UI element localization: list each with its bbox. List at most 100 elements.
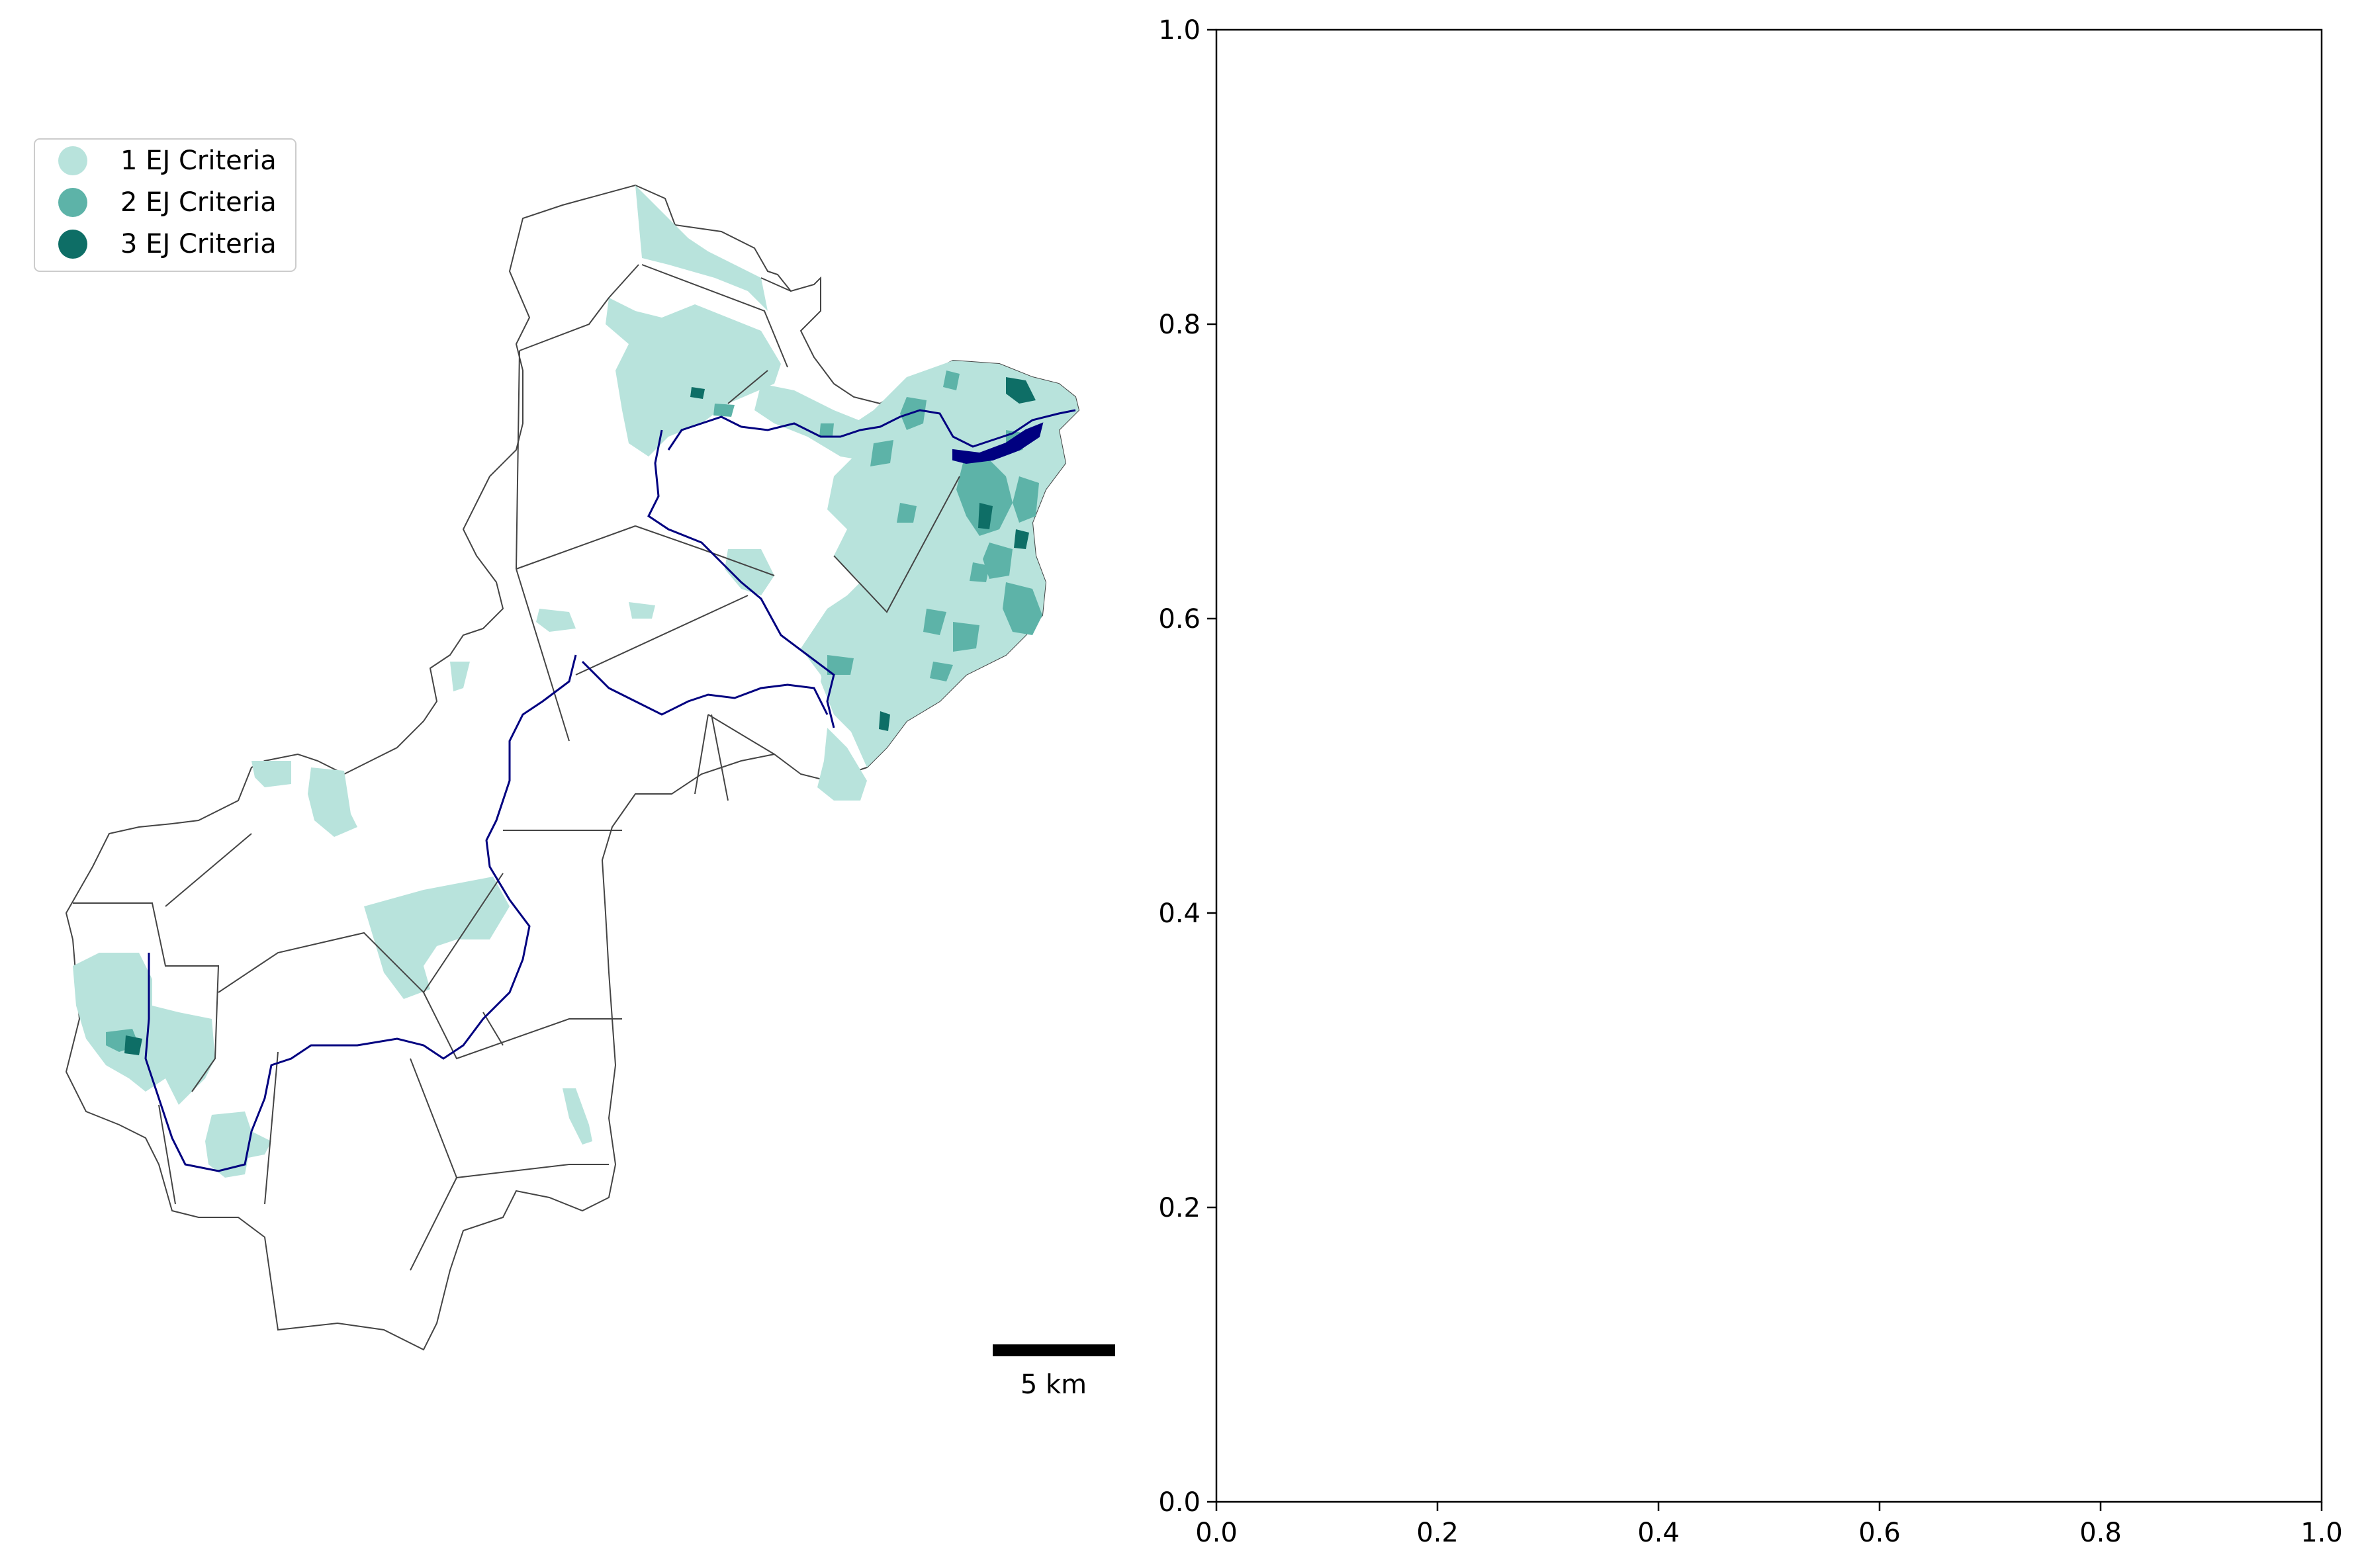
ej-area [897, 503, 917, 523]
boundary-line [760, 277, 792, 292]
legend-swatch-2 [58, 188, 87, 217]
axes-frame [1215, 28, 2323, 1503]
ej-level-1-areas [73, 185, 1079, 1178]
boundary-line [641, 264, 788, 368]
ej-area [629, 602, 655, 619]
legend-swatch-1 [58, 146, 87, 175]
legend-item-1: 1 EJ Criteria [58, 146, 277, 176]
x-tick-label: 1.0 [2300, 1518, 2343, 1548]
y-axis: 0.0 0.2 0.4 0.6 0.8 1.0 [1158, 15, 1216, 1518]
boundary-line [73, 902, 220, 1092]
ej-area [1006, 377, 1036, 404]
ej-area [308, 767, 357, 837]
boundary-line [519, 297, 610, 351]
x-tick-label: 0.6 [1858, 1518, 1901, 1548]
legend-swatch-3 [58, 230, 87, 259]
x-tick-label: 0.4 [1637, 1518, 1680, 1548]
ej-area [725, 549, 774, 595]
ej-area [124, 1035, 142, 1055]
boundary-line [727, 370, 768, 404]
map-panel: 1 EJ Criteria 2 EJ Criteria 3 EJ Criteri… [34, 138, 1115, 1400]
boundary-line [516, 525, 636, 570]
x-tick-label: 0.8 [2079, 1518, 2122, 1548]
rivers [144, 409, 1076, 1172]
river-main [667, 409, 1076, 451]
boundary-line [165, 833, 252, 907]
ej-area [1003, 582, 1042, 635]
ej-area [923, 609, 946, 635]
ej-area [943, 370, 960, 390]
ej-area [205, 1111, 271, 1178]
legend-item-3: 3 EJ Criteria [58, 229, 277, 259]
ej-area [870, 440, 893, 466]
ej-area [635, 185, 768, 311]
y-tick-label: 0.6 [1158, 604, 1201, 634]
ej-area [73, 953, 215, 1105]
ej-area [1013, 476, 1039, 523]
boundary-line [711, 714, 729, 801]
x-tick-label: 0.2 [1416, 1518, 1459, 1548]
legend-label-3: 3 EJ Criteria [120, 229, 277, 259]
legend-label-2: 2 EJ Criteria [120, 187, 277, 218]
ej-area [801, 361, 1079, 767]
boundary-line [516, 568, 570, 742]
ej-area [970, 562, 989, 582]
x-axis: 0.0 0.2 0.4 0.6 0.8 1.0 [1195, 1502, 2343, 1548]
ej-area [713, 404, 735, 417]
reservoir [952, 422, 1044, 464]
ej-area [817, 728, 867, 801]
y-tick-label: 0.2 [1158, 1193, 1201, 1223]
ej-area [563, 1088, 592, 1145]
legend-item-2: 2 EJ Criteria [58, 187, 277, 218]
river-branch [581, 660, 829, 716]
boundary-line [410, 1058, 609, 1179]
ej-level-3-areas [124, 377, 1036, 1055]
river-south [144, 654, 577, 1172]
ej-area [930, 662, 953, 681]
legend-label-1: 1 EJ Criteria [120, 146, 277, 176]
y-tick-label: 1.0 [1158, 15, 1201, 46]
ej-area [819, 423, 834, 437]
ej-area [956, 457, 1013, 536]
ej-area [827, 655, 854, 675]
river-branch [647, 429, 835, 728]
boundary-line [410, 1177, 457, 1271]
ej-area [450, 662, 470, 691]
scale-bar-label: 5 km [1021, 1370, 1087, 1400]
boundary-line [482, 1012, 504, 1046]
scale-bar-line [993, 1344, 1115, 1356]
boundary-line [694, 714, 709, 795]
study-area-outline [65, 184, 1080, 1351]
ej-area [606, 298, 781, 457]
boundary-line [635, 525, 775, 576]
scale-bar: 5 km [993, 1344, 1115, 1400]
boundary-line [158, 1104, 176, 1205]
ej-area [983, 543, 1013, 579]
map-legend: 1 EJ Criteria 2 EJ Criteria 3 EJ Criteri… [34, 138, 296, 272]
boundary-line [833, 476, 960, 613]
empty-axes: 0.0 0.2 0.4 0.6 0.8 1.0 0.0 0.2 0.4 0.6 0.8 1.0 [1158, 15, 2342, 1548]
boundary-line [516, 350, 520, 570]
ej-area [978, 503, 993, 529]
x-tick-label: 0.0 [1195, 1518, 1238, 1548]
boundary-line [608, 264, 639, 298]
boundary-line [707, 714, 775, 755]
ej-area [953, 622, 979, 652]
ej-area [879, 711, 890, 731]
boundary-line [264, 1051, 279, 1205]
ej-area [536, 609, 576, 632]
boundary-line [423, 992, 622, 1060]
ej-area [900, 397, 927, 430]
ej-area [690, 387, 705, 399]
boundary-line [575, 595, 749, 675]
legend-frame [34, 138, 296, 272]
y-tick-label: 0.8 [1158, 310, 1201, 340]
ej-level-2-areas [106, 370, 1042, 1052]
y-tick-label: 0.4 [1158, 898, 1201, 929]
y-tick-label: 0.0 [1158, 1487, 1201, 1518]
ej-area [251, 761, 291, 787]
ej-area [1014, 529, 1029, 549]
municipal-boundaries [73, 264, 960, 1271]
boundary-line [218, 873, 504, 994]
